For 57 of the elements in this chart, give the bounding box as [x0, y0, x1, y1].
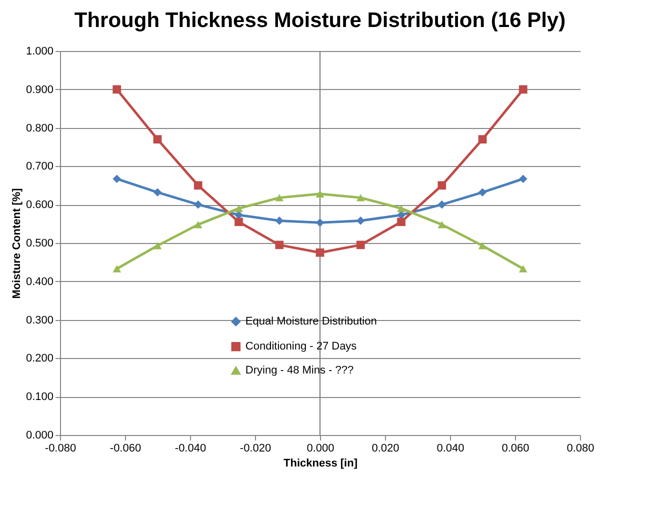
x-tick-label: 0.040	[436, 442, 464, 454]
point	[356, 240, 365, 250]
point	[194, 220, 202, 228]
y-tick-label: 0.500	[26, 238, 54, 250]
chart-title: Through Thickness Moisture Distribution (16 Ply)	[74, 9, 566, 32]
x-tick-label: -0.020	[240, 442, 272, 454]
legend-label: Drying - 48 Mins - ???	[245, 364, 354, 377]
point	[275, 240, 284, 250]
y-tick-label: 0.900	[26, 84, 54, 96]
y-tick-label: 0.200	[26, 352, 54, 365]
y-tick-label: 0.300	[26, 314, 54, 326]
x-tick-label: 0.060	[502, 442, 530, 454]
point	[438, 220, 446, 228]
point	[518, 265, 528, 272]
point	[518, 85, 528, 94]
x-tick-label: 0.000	[306, 442, 334, 454]
point	[316, 190, 324, 198]
point	[112, 265, 122, 272]
x-axis-title: Thickness [in]	[284, 458, 358, 470]
point	[275, 194, 284, 202]
point	[397, 204, 406, 212]
point	[438, 200, 446, 209]
point	[478, 188, 487, 196]
point	[112, 174, 122, 184]
point	[234, 204, 243, 212]
point	[153, 188, 162, 196]
y-tick-label: 1.000	[26, 46, 54, 58]
point	[234, 218, 243, 226]
point	[478, 135, 487, 144]
point	[356, 216, 365, 225]
point	[397, 218, 406, 226]
y-axis-title: Moisture Content [%]	[10, 188, 23, 299]
x-tick-label: -0.040	[174, 442, 206, 454]
y-tick-label: 0.000	[26, 430, 54, 442]
point	[194, 181, 202, 190]
legend-label: Conditioning - 27 Days	[245, 340, 358, 353]
point	[356, 194, 365, 202]
point	[316, 248, 324, 257]
point	[112, 85, 122, 94]
y-tick-label: 0.100	[26, 391, 54, 404]
y-tick-label: 0.600	[26, 199, 54, 212]
y-tick-label: 0.400	[26, 276, 54, 288]
point	[478, 242, 487, 250]
point	[194, 200, 202, 209]
point	[153, 242, 162, 250]
point	[153, 135, 162, 144]
x-tick-label: -0.080	[44, 442, 76, 454]
point	[316, 218, 324, 227]
x-tick-label: -0.060	[110, 442, 142, 454]
y-tick-label: 0.800	[26, 122, 54, 134]
x-tick-label: 0.080	[566, 442, 594, 454]
point	[438, 181, 446, 190]
x-tick-label: 0.020	[372, 442, 400, 454]
legend-label: Equal Moisture Distribution	[245, 316, 377, 328]
y-tick-label: 0.700	[26, 160, 54, 173]
point	[518, 174, 528, 184]
point	[275, 216, 284, 225]
